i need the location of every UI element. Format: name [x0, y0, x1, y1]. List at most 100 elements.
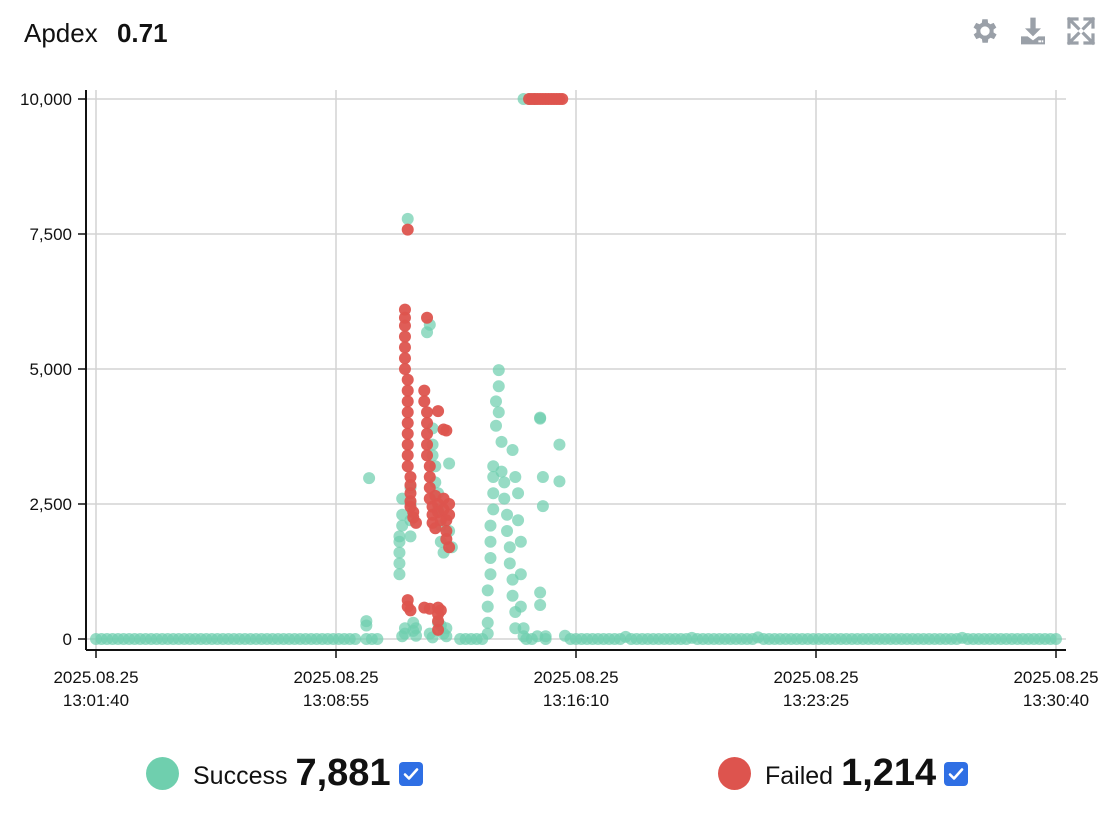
chart-toolbar — [968, 14, 1098, 48]
success-point — [360, 615, 373, 628]
settings-button[interactable] — [968, 14, 1002, 48]
gear-icon — [973, 19, 997, 43]
success-point — [349, 633, 362, 645]
failed-checkbox[interactable] — [944, 761, 969, 786]
success-point — [534, 411, 547, 424]
y-tick-label: 5,000 — [29, 360, 72, 379]
success-point — [509, 471, 522, 483]
failed-series — [398, 93, 569, 636]
success-point — [536, 471, 549, 483]
success-point — [490, 419, 502, 432]
failed-point — [421, 406, 434, 419]
success-point — [503, 541, 516, 554]
chart-legend: Success 7,881 Failed 1,214 — [0, 740, 1120, 814]
legend-success-count: 7,881 — [295, 752, 391, 794]
failed-point — [418, 395, 431, 408]
failed-point — [398, 363, 411, 375]
fullscreen-button[interactable] — [1064, 14, 1098, 48]
failed-point — [421, 438, 434, 451]
success-point — [404, 530, 417, 543]
axes — [78, 90, 1066, 658]
success-point — [539, 633, 552, 645]
x-tick-time: 13:08:55 — [303, 691, 369, 710]
success-point — [501, 508, 514, 521]
success-point — [498, 492, 511, 505]
success-point — [495, 435, 508, 448]
x-tick-date: 2025.08.25 — [1013, 668, 1098, 687]
checkmark-icon — [948, 767, 964, 780]
success-dot-icon — [146, 757, 179, 790]
failed-point — [410, 516, 422, 529]
x-tick-date: 2025.08.25 — [53, 668, 138, 687]
success-point — [371, 633, 384, 645]
failed-point — [443, 498, 456, 510]
checkmark-icon — [403, 767, 418, 780]
success-point — [484, 535, 497, 548]
success-checkbox[interactable] — [398, 761, 423, 786]
failed-point — [421, 449, 434, 462]
success-point — [553, 475, 566, 488]
success-point — [481, 627, 494, 640]
failed-point — [421, 311, 434, 324]
success-point — [1050, 633, 1062, 645]
panel-header: Apdex 0.71 — [0, 0, 1120, 66]
failed-point — [404, 604, 417, 617]
failed-point — [432, 615, 445, 628]
x-tick-time: 13:01:40 — [63, 691, 129, 710]
success-point — [506, 444, 519, 456]
success-point — [501, 525, 514, 537]
failed-point — [398, 341, 411, 354]
y-tick-label: 0 — [63, 630, 72, 649]
success-point — [481, 584, 494, 597]
success-point — [484, 552, 497, 564]
failed-point — [434, 604, 447, 617]
success-point — [553, 438, 566, 451]
failed-point — [401, 460, 414, 473]
legend-item-failed[interactable]: Failed 1,214 — [718, 752, 969, 795]
failed-point — [401, 223, 414, 236]
success-point — [443, 457, 456, 470]
failed-point — [398, 319, 411, 332]
failed-point — [398, 330, 411, 343]
apdex-value: 0.71 — [116, 18, 168, 48]
x-tick-time: 13:30:40 — [1023, 691, 1089, 710]
success-point — [410, 622, 422, 635]
failed-point — [421, 427, 434, 440]
success-point — [498, 476, 511, 489]
success-point — [512, 514, 525, 527]
success-point — [484, 568, 497, 581]
failed-point — [401, 384, 414, 397]
success-point — [506, 589, 519, 602]
failed-point — [423, 471, 436, 483]
success-point — [509, 622, 522, 635]
success-point — [514, 600, 527, 613]
y-tick-label: 10,000 — [20, 90, 72, 109]
failed-point — [432, 405, 445, 418]
failed-point — [440, 424, 453, 437]
download-icon — [1021, 17, 1045, 45]
y-tick-label: 2,500 — [29, 495, 72, 514]
failed-point — [423, 460, 436, 473]
legend-item-success[interactable]: Success 7,881 — [146, 752, 423, 795]
success-point — [481, 616, 494, 629]
success-point — [440, 630, 453, 643]
y-axis-ticks: 0 2,500 5,000 7,500 10,000 — [20, 90, 72, 649]
x-tick-time: 13:16:10 — [543, 691, 609, 710]
expand-icon — [1066, 16, 1096, 46]
x-tick-date: 2025.08.25 — [773, 668, 858, 687]
failed-point — [443, 508, 456, 521]
failed-point — [401, 449, 414, 462]
download-button[interactable] — [1016, 14, 1050, 48]
success-point — [393, 568, 406, 581]
failed-point — [418, 384, 431, 397]
success-point — [492, 364, 505, 377]
x-tick-date: 2025.08.25 — [293, 668, 378, 687]
response-time-scatter-chart: 0 2,500 5,000 7,500 10,000 2025.08.25 13:01:4… — [20, 90, 1099, 710]
x-axis-ticks: 2025.08.25 13:01:40 2025.08.25 13:08:55 2025… — [53, 668, 1098, 710]
failed-point — [432, 623, 445, 636]
failed-point — [556, 93, 569, 105]
success-point — [514, 535, 527, 548]
success-point — [514, 568, 527, 581]
failed-point — [421, 417, 434, 429]
success-point — [484, 519, 497, 532]
